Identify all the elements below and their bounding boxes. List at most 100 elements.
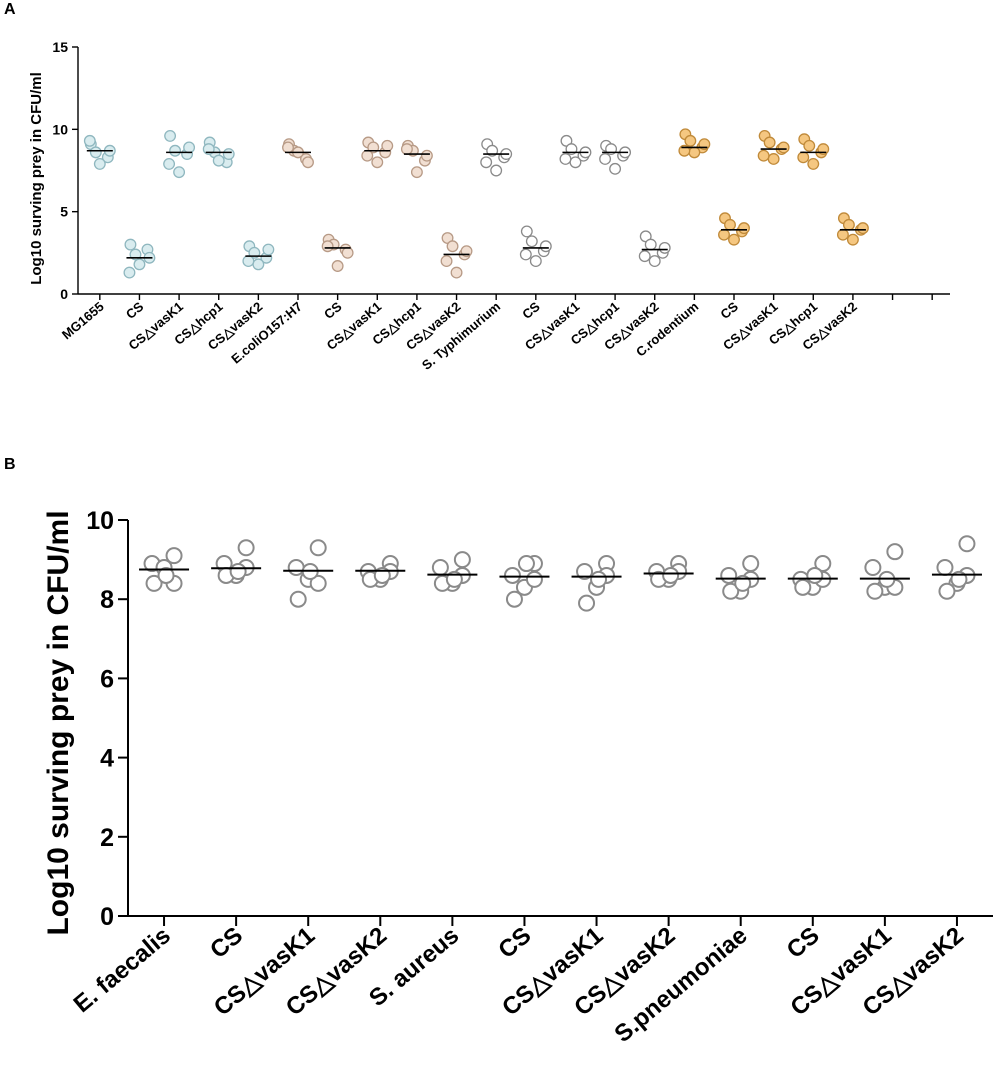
y-tick-label-b: 0: [100, 903, 114, 931]
data-point-b: [950, 570, 968, 588]
data-point-a: [724, 218, 736, 231]
data-point-a: [728, 233, 740, 246]
data-point-b: [289, 590, 307, 608]
data-point-a: [321, 240, 334, 253]
data-point-b: [503, 566, 521, 584]
data-point-b: [720, 566, 738, 584]
chart-panel-a: 0 5 10 15 Log10 surving prey in CFU/ml MG1655…: [28, 39, 950, 373]
data-point-b: [864, 559, 882, 577]
data-point-a: [164, 129, 177, 142]
data-point-a: [242, 255, 255, 268]
data-point-a: [609, 162, 622, 175]
data-point-a: [836, 228, 849, 241]
data-point-a: [212, 154, 225, 167]
data-point-a: [89, 146, 102, 159]
data-point-b: [505, 590, 523, 608]
data-point-a: [183, 141, 196, 154]
x-category-label-b: E. faecalis: [69, 922, 176, 1018]
data-point-b: [525, 570, 543, 588]
data-point-b: [145, 574, 163, 592]
data-point-a: [173, 166, 186, 179]
data-point-b: [662, 566, 680, 584]
data-point-b: [590, 570, 608, 588]
data-point-b: [958, 535, 976, 553]
data-point-a: [123, 266, 136, 279]
data-point-b: [742, 555, 760, 573]
data-point-b: [309, 539, 327, 557]
x-category-label-b: CS: [782, 922, 825, 964]
data-point-a: [856, 222, 869, 235]
data-point-a: [410, 166, 423, 179]
data-point-a: [361, 149, 374, 162]
y-tick-label-b: 6: [100, 665, 114, 693]
data-point-a: [169, 144, 182, 157]
x-category-label-b: CS: [205, 922, 248, 964]
data-point-a: [519, 248, 532, 261]
y-tick-label-b: 10: [86, 507, 114, 535]
x-category-label-a: CS: [519, 299, 543, 322]
data-point-a: [738, 222, 750, 235]
data-point-b: [373, 566, 391, 584]
data-point-a: [341, 246, 354, 259]
data-point-b: [165, 547, 183, 565]
chart-panel-b: 0 2 4 6 8 10 Log10 surving prey in CFU/mlE. fa…: [42, 507, 993, 1048]
x-category-label-a: MG1655: [59, 299, 107, 343]
data-point-a: [490, 164, 503, 177]
data-point-a: [648, 255, 661, 268]
data-point-a: [331, 260, 344, 272]
data-point-b: [794, 578, 812, 596]
data-point-a: [400, 143, 413, 156]
data-point-a: [757, 149, 770, 162]
data-point-a: [767, 153, 780, 165]
data-point-a: [638, 250, 651, 263]
panel-a-label: A: [4, 1, 16, 18]
data-point-a: [688, 146, 701, 159]
data-point-a: [520, 225, 533, 238]
data-point-b: [576, 562, 594, 580]
data-point-a: [133, 258, 146, 271]
data-point-a: [658, 241, 671, 254]
x-category-label-a: CS: [123, 299, 147, 322]
data-point-a: [262, 243, 275, 256]
data-point-a: [381, 139, 394, 152]
data-point-b: [287, 559, 305, 577]
data-point-a: [797, 151, 810, 164]
data-point-a: [777, 141, 790, 154]
y-tick-label-a: 10: [52, 121, 68, 137]
data-point-a: [83, 134, 96, 147]
data-point-b: [157, 566, 175, 584]
data-point-a: [93, 157, 106, 170]
data-point-a: [718, 228, 730, 241]
data-point-a: [644, 238, 657, 251]
y-tick-label-a: 5: [60, 204, 68, 220]
data-point-a: [525, 235, 538, 248]
data-point-b: [806, 566, 824, 584]
data-point-a: [539, 240, 552, 253]
data-point-a: [480, 156, 493, 169]
data-point-a: [371, 156, 384, 169]
panel-b-label: B: [4, 456, 16, 473]
data-point-b: [309, 574, 327, 592]
data-point-a: [163, 157, 176, 170]
data-point-a: [252, 258, 265, 271]
x-category-label-a: CS: [717, 299, 741, 322]
data-point-b: [722, 582, 740, 600]
data-point-a: [282, 141, 294, 154]
data-point-a: [569, 156, 582, 169]
data-point-a: [124, 238, 137, 251]
data-point-a: [529, 255, 542, 268]
data-point-b: [936, 559, 954, 577]
data-point-b: [453, 551, 471, 569]
data-point-a: [450, 266, 463, 279]
x-category-label-b: S.pneumoniae: [610, 922, 753, 1048]
y-tick-label-a: 0: [60, 286, 68, 302]
data-point-a: [803, 139, 816, 152]
data-point-b: [938, 582, 956, 600]
data-point-a: [559, 153, 572, 165]
x-category-label-a: E.coliO157:H7: [228, 299, 305, 367]
data-point-a: [440, 255, 453, 268]
y-tick-label-b: 2: [100, 824, 114, 852]
data-point-b: [734, 574, 752, 592]
data-point-a: [846, 233, 859, 246]
y-axis-title-b: Log10 surving prey in CFU/ml: [42, 510, 75, 935]
